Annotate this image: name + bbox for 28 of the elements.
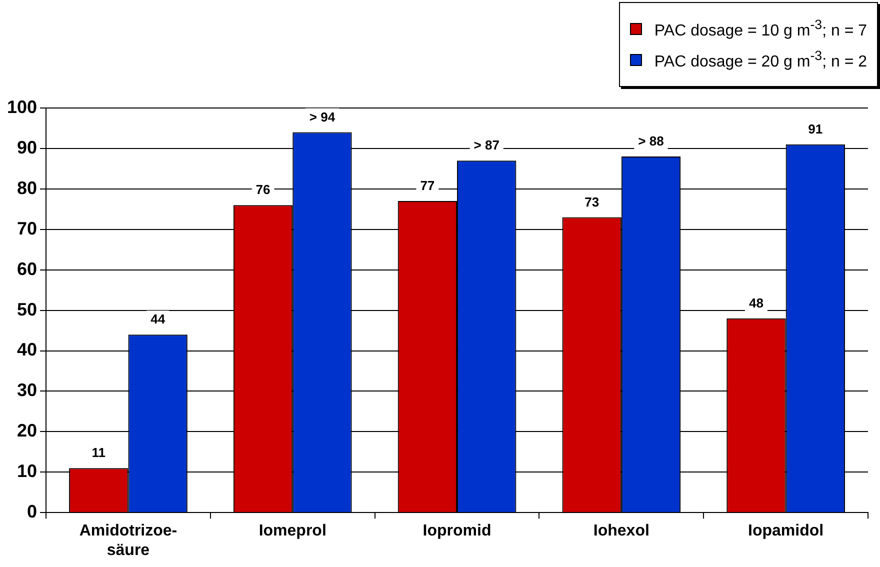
data-label: 48	[748, 295, 764, 310]
data-label: 11	[92, 445, 106, 460]
x-tick-label: Amidotrizoe- säure	[79, 522, 178, 559]
y-tick-label: 70	[17, 218, 38, 238]
y-tick-label: 20	[17, 420, 38, 441]
y-tick-label: 60	[17, 258, 38, 279]
x-tick-label: Iohexol	[593, 522, 650, 540]
x-tick-label: Iomeprol	[258, 522, 326, 540]
y-tick-label: 40	[17, 340, 38, 360]
y-tick-label: 10	[17, 461, 38, 482]
data-label: 77	[420, 178, 435, 194]
x-tick-label: Iopromid	[422, 522, 492, 540]
y-tick-label: 80	[17, 178, 38, 198]
data-label: 76	[256, 182, 270, 198]
data-label: 91	[808, 121, 823, 136]
data-label: 73	[584, 194, 600, 210]
x-tick-label: Iopamidol	[748, 522, 824, 540]
data-label: > 88	[638, 134, 664, 149]
legend-label: PAC dosage = 20 g m$^{-3}$; n = 2	[654, 48, 867, 72]
y-tick-label: 90	[17, 137, 38, 158]
y-tick-label: 100	[6, 96, 38, 117]
y-tick-label: 30	[17, 380, 38, 400]
legend-label: PAC dosage = 10 g m$^{-3}$; n = 7	[654, 17, 867, 40]
data-label: > 94	[309, 109, 336, 124]
y-tick-label: 50	[17, 299, 38, 320]
data-label: 44	[150, 312, 166, 327]
y-tick-label: 0	[27, 502, 38, 522]
data-label: > 87	[474, 138, 500, 153]
